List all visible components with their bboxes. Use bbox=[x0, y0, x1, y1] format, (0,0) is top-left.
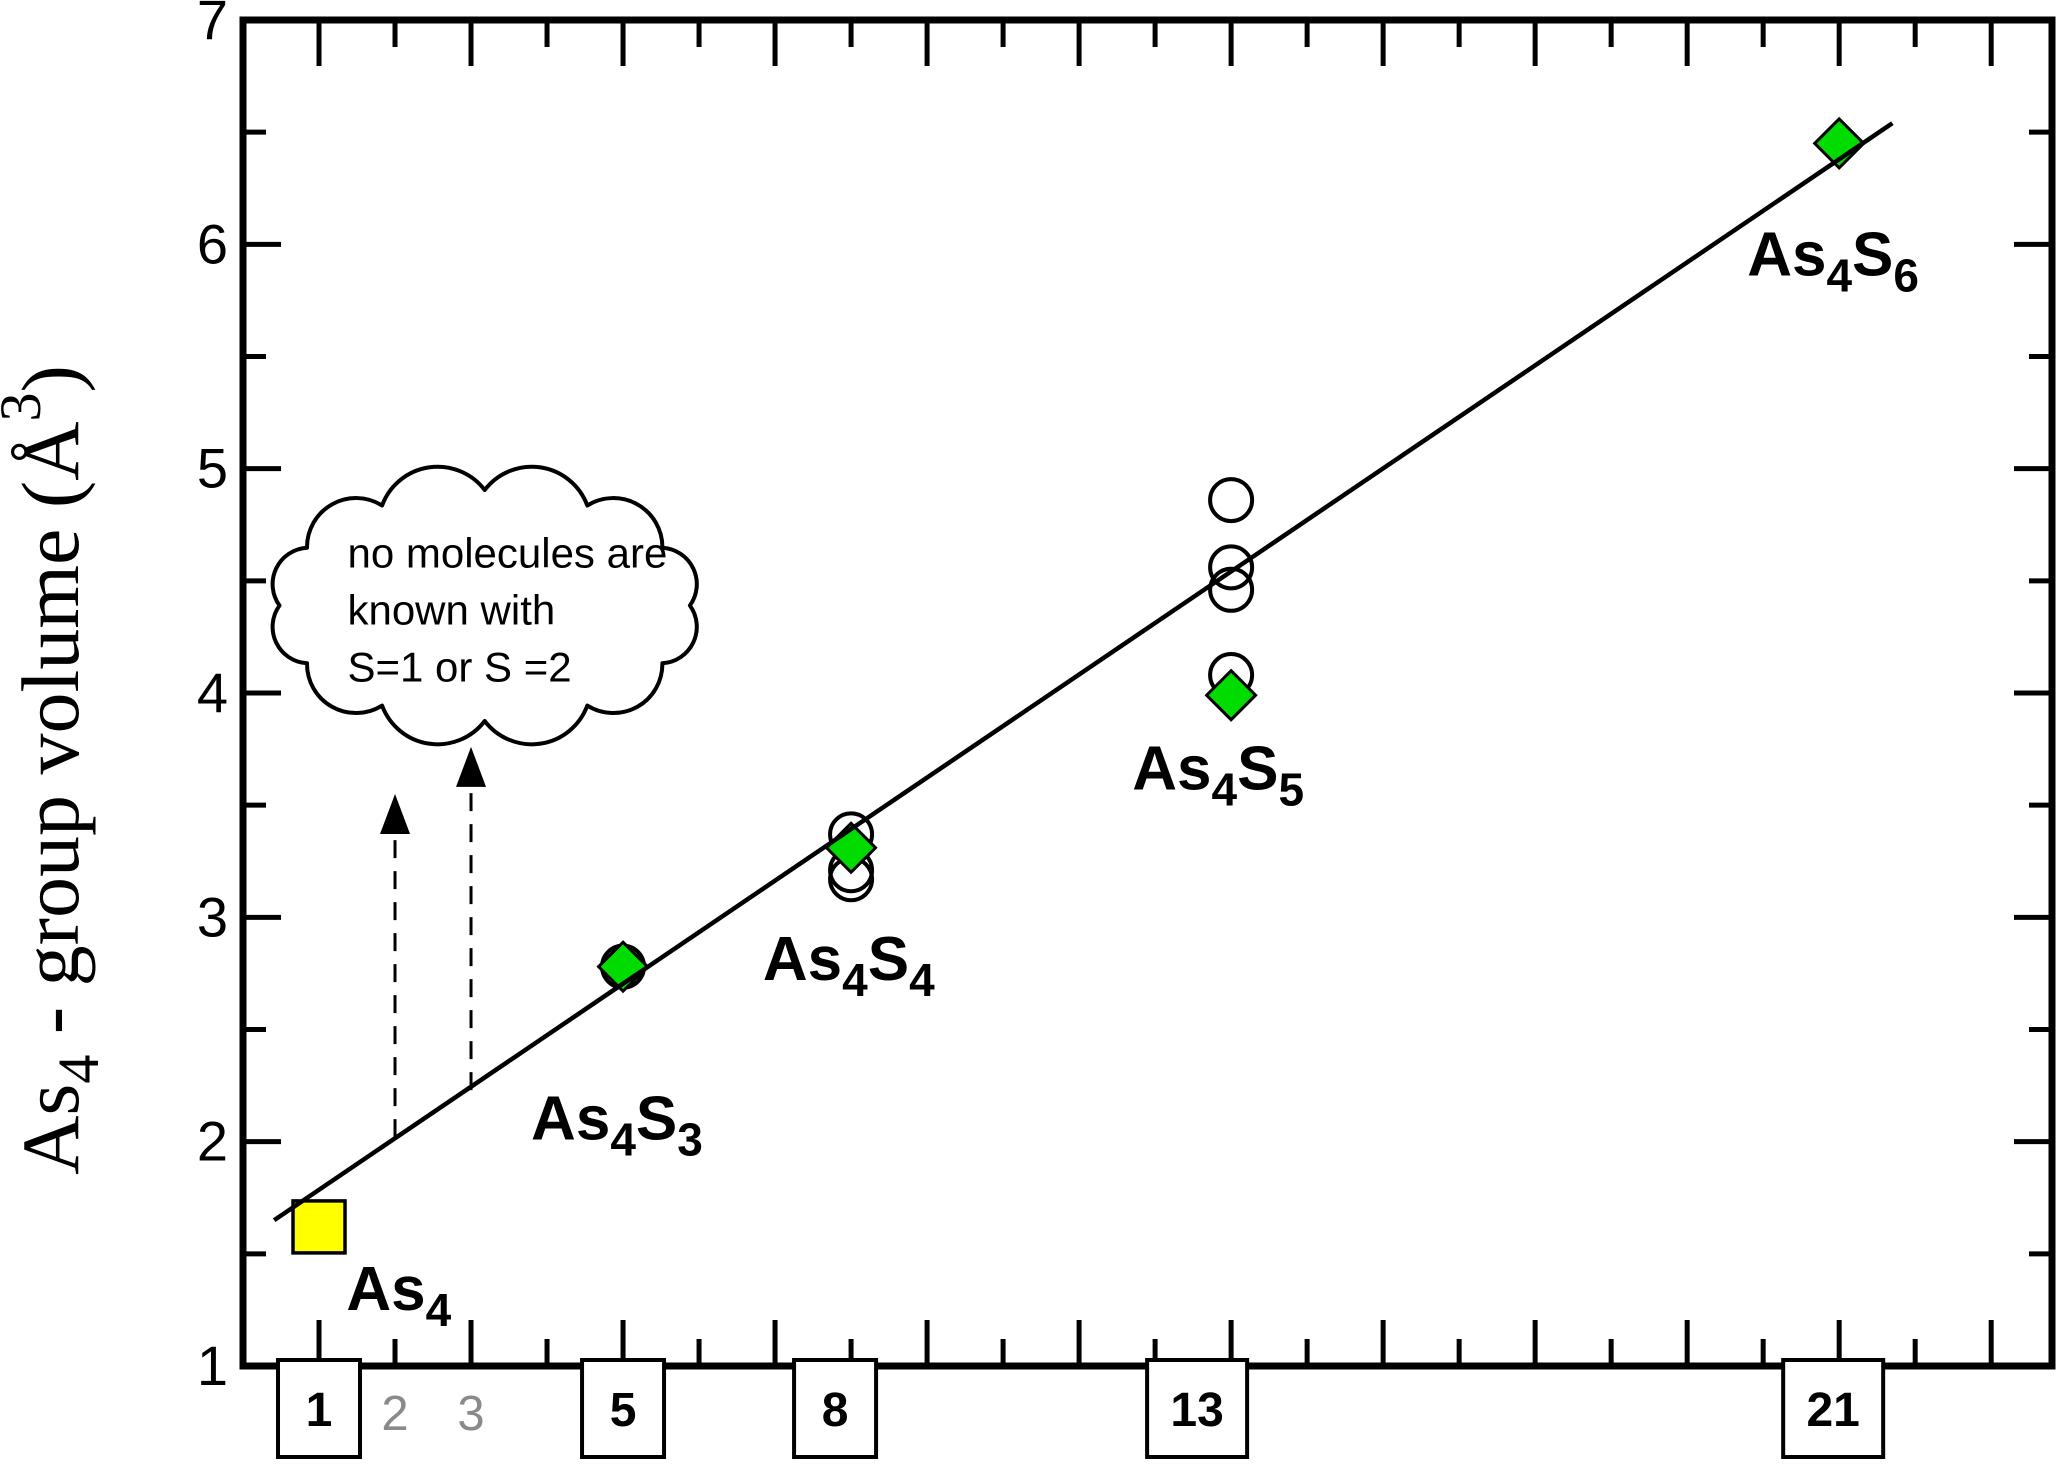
x-tick-box-label: 1 bbox=[306, 1384, 333, 1437]
y-tick-label: 2 bbox=[197, 1110, 228, 1173]
y-tick-label: 5 bbox=[197, 437, 228, 500]
y-axis-title: As4 - group volume (Å3) bbox=[0, 365, 111, 1175]
x-tick-box bbox=[792, 1358, 879, 1459]
y-tick-label: 4 bbox=[197, 661, 228, 724]
x-tick-box-label: 21 bbox=[1806, 1384, 1859, 1437]
cloud-note-line: S=1 or S =2 bbox=[347, 644, 571, 691]
cloud-note-line: known with bbox=[347, 587, 555, 634]
x-tick-box-label: 5 bbox=[610, 1384, 637, 1437]
y-tick-label: 7 bbox=[197, 0, 228, 51]
x-tick-box bbox=[1781, 1358, 1886, 1459]
y-tick-label: 6 bbox=[197, 212, 228, 275]
y-tick-label: 1 bbox=[197, 1334, 228, 1397]
data-point-square bbox=[291, 1199, 347, 1255]
x-tick-label-grey: 2 bbox=[381, 1387, 408, 1441]
arrow-head-icon bbox=[456, 746, 487, 787]
molecule-label: As4S6 bbox=[1747, 221, 1919, 302]
x-tick-box-label: 13 bbox=[1170, 1384, 1223, 1437]
cloud-note-line: no molecules are bbox=[347, 530, 667, 577]
cloud-callout bbox=[270, 464, 699, 747]
molecule-label: As4S3 bbox=[531, 1084, 703, 1165]
x-tick-box-label: 8 bbox=[822, 1384, 849, 1437]
data-point-diamond bbox=[1812, 116, 1866, 171]
y-tick-label: 3 bbox=[197, 885, 228, 948]
data-point-diamond bbox=[596, 940, 650, 994]
data-point-circle bbox=[1208, 477, 1255, 524]
molecule-label: As4 bbox=[346, 1255, 451, 1336]
molecule-label: As4S5 bbox=[1132, 734, 1304, 815]
x-tick-box bbox=[1145, 1358, 1250, 1459]
x-tick-label-grey: 3 bbox=[457, 1387, 484, 1441]
data-point-diamond bbox=[1204, 668, 1258, 722]
x-tick-box bbox=[276, 1358, 363, 1459]
molecule-label: As4S4 bbox=[763, 925, 935, 1006]
trend-line bbox=[272, 121, 1894, 1223]
data-point-circle bbox=[1208, 544, 1255, 591]
x-tick-box bbox=[580, 1358, 667, 1459]
arrow-head-icon bbox=[380, 793, 411, 834]
